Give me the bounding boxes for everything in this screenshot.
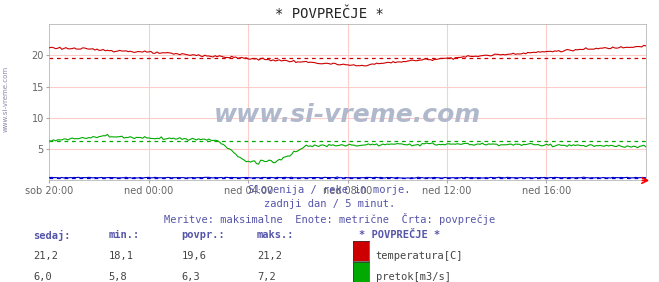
Text: www.si-vreme.com: www.si-vreme.com [2,66,9,132]
Text: * POVPREČJE *: * POVPREČJE * [275,7,384,21]
Text: Slovenija / reke in morje.: Slovenija / reke in morje. [248,185,411,195]
Text: 19,6: 19,6 [181,251,206,261]
Text: 5,8: 5,8 [109,272,127,282]
Text: 21,2: 21,2 [257,251,282,261]
Text: Meritve: maksimalne  Enote: metrične  Črta: povprečje: Meritve: maksimalne Enote: metrične Črta… [164,213,495,225]
Text: temperatura[C]: temperatura[C] [376,251,463,261]
Text: * POVPREČJE *: * POVPREČJE * [359,230,440,240]
Text: www.si-vreme.com: www.si-vreme.com [214,103,481,127]
Text: 6,0: 6,0 [33,272,51,282]
Text: 7,2: 7,2 [257,272,275,282]
Text: 21,2: 21,2 [33,251,58,261]
Text: min.:: min.: [109,230,140,240]
Text: sedaj:: sedaj: [33,230,71,241]
Text: 18,1: 18,1 [109,251,134,261]
Text: maks.:: maks.: [257,230,295,240]
Text: povpr.:: povpr.: [181,230,225,240]
Text: zadnji dan / 5 minut.: zadnji dan / 5 minut. [264,199,395,209]
Text: 6,3: 6,3 [181,272,200,282]
Text: pretok[m3/s]: pretok[m3/s] [376,272,451,282]
